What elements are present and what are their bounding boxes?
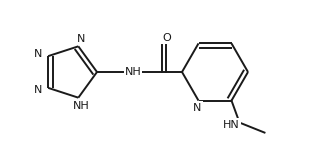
Text: NH: NH	[124, 67, 141, 77]
Text: HN: HN	[223, 120, 240, 130]
Text: O: O	[163, 33, 171, 43]
Text: NH: NH	[73, 101, 90, 111]
Text: N: N	[34, 49, 42, 59]
Text: N: N	[34, 85, 42, 95]
Text: N: N	[77, 34, 85, 44]
Text: N: N	[193, 103, 202, 113]
